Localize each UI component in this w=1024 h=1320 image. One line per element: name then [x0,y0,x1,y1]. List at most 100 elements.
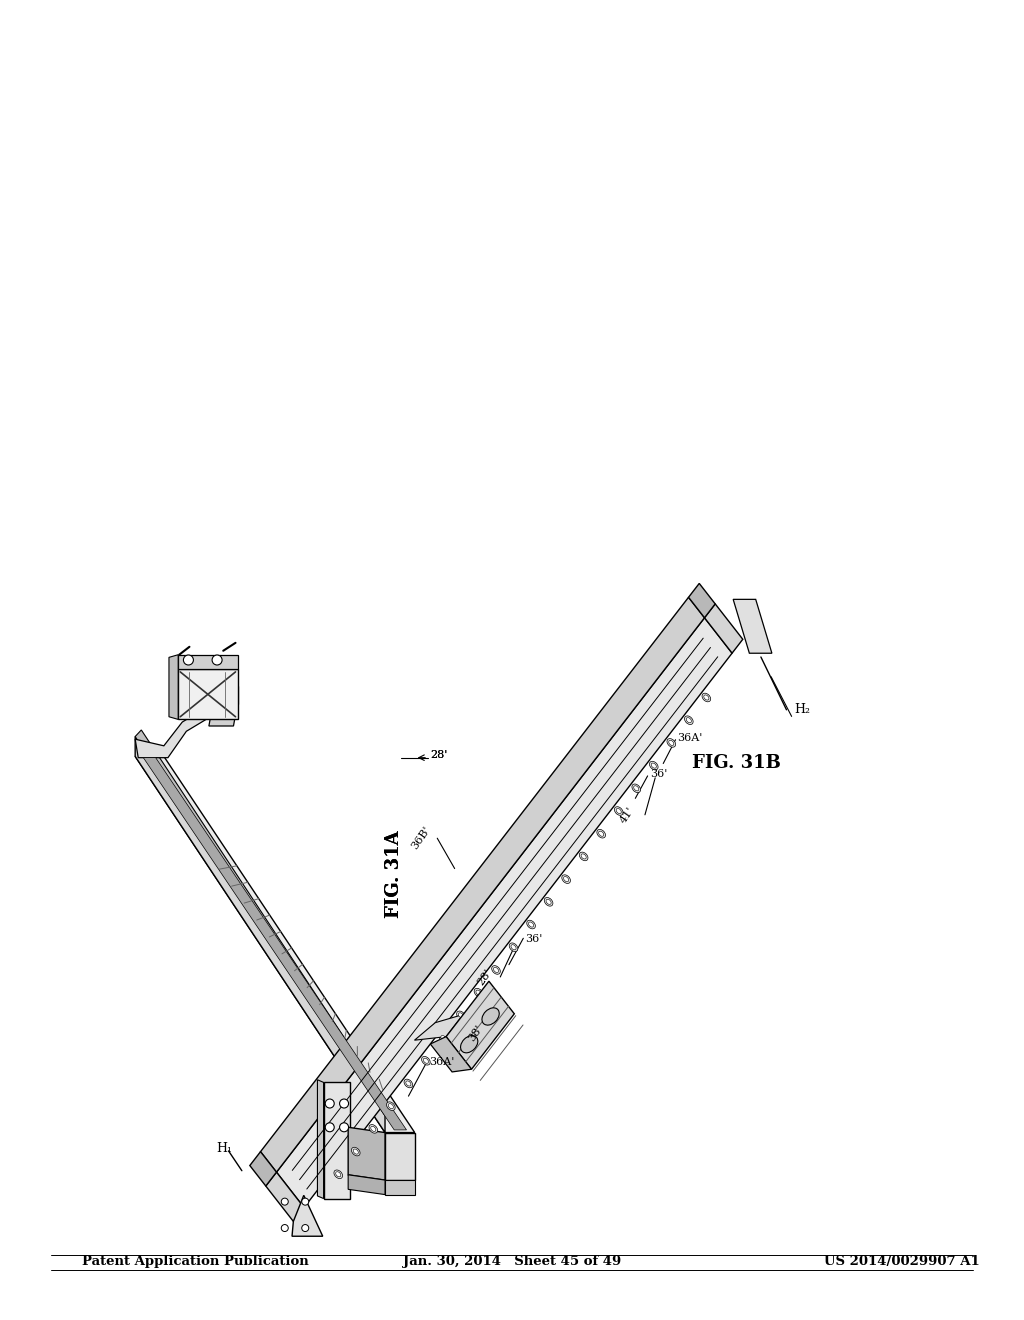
Polygon shape [415,1015,463,1040]
Polygon shape [705,605,742,653]
Text: FIG. 31A: FIG. 31A [385,830,403,917]
Text: 41': 41' [618,805,637,825]
Circle shape [282,1199,289,1205]
Ellipse shape [509,942,518,952]
Ellipse shape [459,1012,464,1018]
Ellipse shape [562,875,570,883]
Ellipse shape [457,1011,465,1019]
Text: 36B': 36B' [410,825,432,851]
Polygon shape [324,1082,350,1199]
Polygon shape [348,1127,385,1180]
Ellipse shape [580,853,588,861]
Ellipse shape [616,808,622,813]
Ellipse shape [404,1080,413,1088]
Polygon shape [430,1036,471,1072]
Ellipse shape [351,1147,360,1156]
Text: 36': 36' [525,935,543,944]
Ellipse shape [353,1148,358,1154]
Text: 28': 28' [430,750,447,760]
Ellipse shape [546,899,551,904]
Ellipse shape [388,1104,393,1109]
Ellipse shape [439,1034,447,1043]
Ellipse shape [369,1125,378,1133]
Text: FIG. 31A: FIG. 31A [385,830,403,917]
Polygon shape [688,583,715,618]
Circle shape [326,1100,334,1107]
Polygon shape [385,1133,415,1180]
Ellipse shape [703,694,709,700]
Text: Patent Application Publication: Patent Application Publication [82,1255,309,1267]
Polygon shape [276,618,732,1208]
Text: 38': 38' [467,1023,485,1043]
Ellipse shape [651,763,656,768]
Ellipse shape [492,966,501,974]
Polygon shape [135,737,385,1133]
Ellipse shape [441,1035,446,1040]
Polygon shape [213,686,238,704]
Polygon shape [169,655,178,719]
Circle shape [282,1225,289,1232]
Polygon shape [266,1172,304,1221]
Text: 36': 36' [649,770,667,779]
Circle shape [212,655,222,665]
Ellipse shape [494,968,499,973]
Polygon shape [385,1180,415,1195]
Text: H₁: H₁ [216,1142,232,1155]
Ellipse shape [686,718,691,723]
Circle shape [340,1123,348,1131]
Polygon shape [178,655,238,669]
Polygon shape [250,1151,276,1185]
Polygon shape [733,599,772,653]
Polygon shape [143,758,407,1130]
Text: 28': 28' [430,750,447,760]
Ellipse shape [669,741,674,746]
Ellipse shape [511,945,516,950]
Ellipse shape [371,1126,376,1131]
Text: 28': 28' [476,968,495,987]
Polygon shape [135,756,415,1133]
Circle shape [302,1225,309,1232]
Ellipse shape [545,898,553,906]
Ellipse shape [684,715,693,725]
Polygon shape [135,730,391,1115]
Ellipse shape [406,1081,411,1086]
Ellipse shape [599,832,604,837]
Ellipse shape [476,990,481,995]
Circle shape [302,1199,309,1205]
Polygon shape [260,597,705,1172]
Ellipse shape [632,784,641,792]
Ellipse shape [597,829,605,838]
Polygon shape [178,669,238,719]
Ellipse shape [563,876,568,882]
Polygon shape [135,704,217,758]
Ellipse shape [614,807,623,816]
Polygon shape [446,981,514,1069]
Text: US 2014/0029907 A1: US 2014/0029907 A1 [824,1255,980,1267]
Circle shape [326,1123,334,1131]
Ellipse shape [649,762,658,770]
Ellipse shape [634,785,639,791]
Polygon shape [209,704,238,726]
Text: FIG. 31B: FIG. 31B [692,754,781,772]
Ellipse shape [386,1102,395,1110]
Ellipse shape [528,921,534,927]
Ellipse shape [334,1170,343,1179]
Circle shape [183,655,194,665]
Ellipse shape [423,1059,428,1064]
Ellipse shape [526,920,536,929]
Text: H₂: H₂ [795,704,811,717]
Ellipse shape [581,854,586,859]
Ellipse shape [702,693,711,702]
Polygon shape [317,1080,324,1199]
Text: 36A': 36A' [429,1056,455,1067]
Circle shape [340,1100,348,1107]
Ellipse shape [461,1036,478,1053]
Ellipse shape [336,1172,341,1177]
Text: Jan. 30, 2014  Sheet 45 of 49: Jan. 30, 2014 Sheet 45 of 49 [402,1255,622,1267]
Ellipse shape [667,739,676,747]
Text: 36A': 36A' [678,733,702,743]
Polygon shape [292,1196,323,1237]
Ellipse shape [422,1056,430,1065]
Polygon shape [348,1175,385,1195]
Ellipse shape [474,989,482,997]
